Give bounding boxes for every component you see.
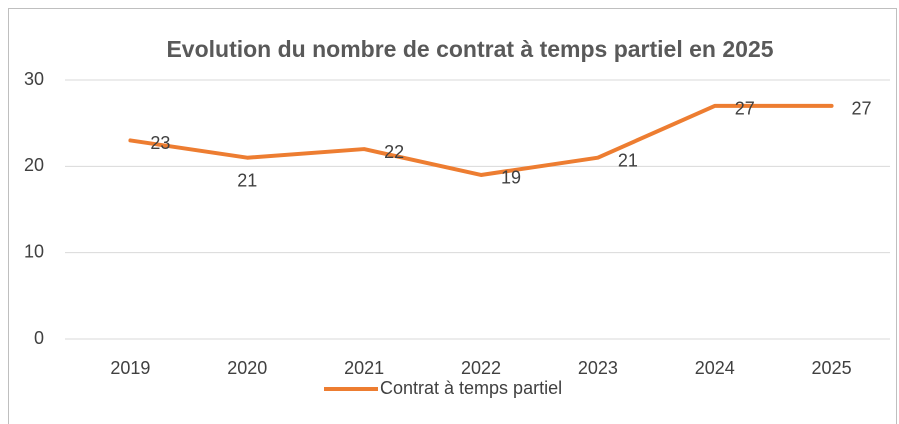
data-label: 27: [735, 99, 755, 119]
data-label: 23: [150, 133, 170, 153]
y-tick-label: 0: [34, 328, 44, 348]
data-label: 21: [618, 150, 638, 170]
y-tick-label: 30: [24, 69, 44, 89]
series-line: [128, 103, 834, 177]
data-label: 19: [501, 168, 521, 188]
data-label: 22: [384, 142, 404, 162]
x-tick-label: 2022: [461, 358, 501, 378]
chart-title: Evolution du nombre de contrat à temps p…: [166, 36, 774, 62]
x-tick-label: 2019: [110, 358, 150, 378]
y-tick-label: 20: [24, 155, 44, 175]
x-tick-label: 2021: [344, 358, 384, 378]
chart-border: [8, 8, 897, 424]
x-tick-label: 2024: [695, 358, 735, 378]
legend-label: Contrat à temps partiel: [380, 378, 562, 398]
x-tick-label: 2020: [227, 358, 267, 378]
data-label: 21: [237, 170, 257, 190]
y-tick-label: 10: [24, 241, 44, 261]
data-label: 27: [852, 99, 872, 119]
x-tick-label: 2025: [812, 358, 852, 378]
x-tick-label: 2023: [578, 358, 618, 378]
